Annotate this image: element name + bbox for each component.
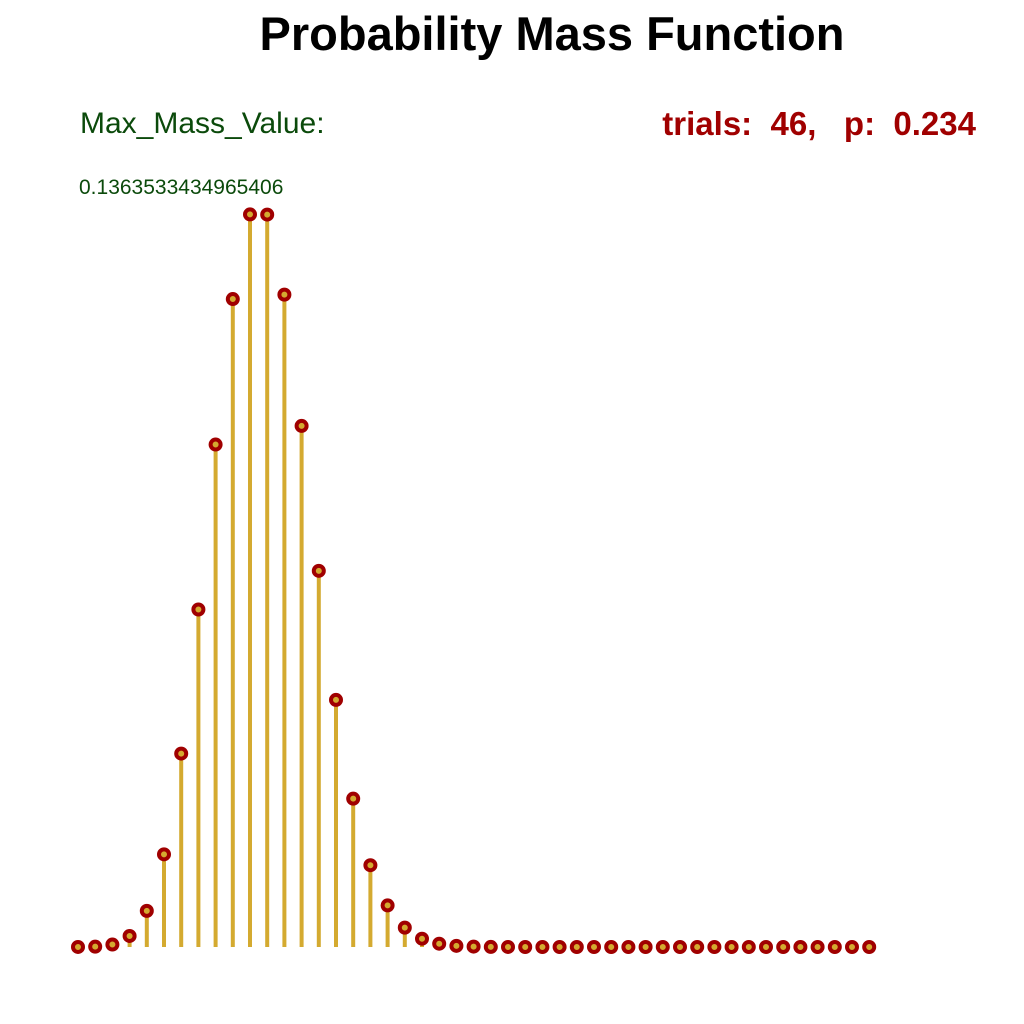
point-32	[621, 940, 636, 954]
point-34	[655, 940, 670, 954]
point-6	[174, 746, 189, 761]
point-19	[397, 920, 412, 935]
max-mass-value: 0.136353343496540​6	[79, 176, 284, 199]
point-30	[587, 940, 601, 954]
point-11	[260, 207, 275, 222]
point-15	[329, 692, 343, 707]
point-43	[810, 940, 825, 954]
point-28	[552, 940, 567, 954]
point-0	[71, 939, 85, 954]
point-46	[862, 940, 877, 954]
point-44	[827, 940, 842, 954]
max-mass-label: Max_Mass_Value:	[80, 107, 325, 140]
point-41	[776, 940, 791, 954]
point-17	[363, 858, 378, 873]
point-45	[845, 940, 859, 954]
point-3	[122, 928, 137, 943]
point-29	[569, 940, 584, 954]
point-27	[535, 940, 550, 954]
point-31	[604, 940, 619, 954]
point-4	[139, 903, 154, 918]
point-12	[277, 287, 292, 302]
point-24	[483, 939, 498, 954]
point-21	[432, 936, 447, 951]
point-13	[294, 418, 309, 433]
point-9	[225, 292, 240, 307]
point-22	[449, 938, 464, 953]
parameters-readout: trials: 46, p: 0.234	[662, 104, 976, 144]
point-35	[673, 940, 687, 954]
point-1	[88, 939, 103, 954]
point-20	[415, 931, 429, 946]
point-18	[380, 898, 395, 913]
trials-label: trials:	[662, 105, 753, 142]
point-14	[311, 563, 326, 578]
trials-value: 46,	[770, 105, 817, 142]
point-2	[105, 937, 120, 952]
point-33	[638, 940, 653, 954]
point-37	[707, 940, 722, 954]
point-23	[466, 939, 481, 954]
point-25	[501, 939, 515, 954]
p-label: p:	[843, 105, 876, 142]
point-39	[741, 940, 756, 954]
point-10	[243, 207, 257, 222]
p-value: 0.234	[893, 105, 976, 142]
point-26	[518, 939, 533, 954]
point-5	[157, 847, 171, 862]
point-16	[346, 791, 361, 806]
point-42	[793, 940, 808, 954]
point-38	[724, 940, 739, 954]
point-40	[759, 940, 773, 954]
stem-group	[76, 214, 528, 947]
chart-title: Probability Mass Function	[259, 7, 845, 60]
point-8	[208, 437, 223, 452]
point-7	[191, 602, 206, 617]
point-36	[690, 940, 705, 954]
marker-group	[71, 207, 877, 954]
